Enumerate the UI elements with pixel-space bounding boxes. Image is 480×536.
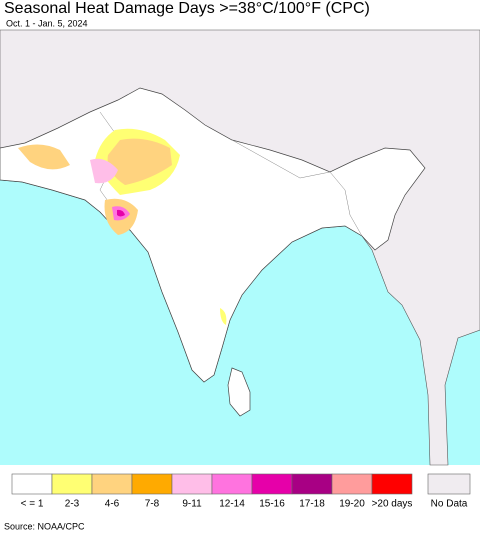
subtitle: Oct. 1 - Jan. 5, 2024: [6, 18, 88, 28]
legend-label: 2-3: [65, 499, 80, 510]
legend-swatch: [171, 473, 213, 495]
legend-label: 17-18: [299, 499, 325, 510]
sri-lanka: [227, 367, 251, 417]
legend-swatch: [131, 473, 173, 495]
title: Seasonal Heat Damage Days >=38°C/100°F (…: [4, 0, 370, 17]
legend-label: 12-14: [219, 499, 245, 510]
legend-label: < = 1: [21, 499, 44, 510]
heat-area: [107, 138, 172, 185]
legend-swatch: [251, 473, 293, 495]
legend: < = 1 2-3 4-6 7-8 9-11 12-14 15-16 17-18 19-20 >2…: [11, 473, 471, 510]
legend-label: No Data: [431, 499, 468, 510]
heat-area: [90, 158, 118, 184]
legend-swatch: [331, 473, 373, 495]
legend-label: 9-11: [182, 499, 202, 510]
legend-label: 15-16: [259, 499, 285, 510]
legend-swatch: [427, 473, 471, 495]
source: Source: NOAA/CPC: [4, 521, 85, 531]
legend-swatch: [291, 473, 333, 495]
map: [0, 29, 480, 466]
border: [329, 171, 363, 237]
legend-swatch: [211, 473, 253, 495]
legend-swatch: [11, 473, 53, 495]
heat-area: [220, 308, 227, 325]
legend-label: >20 days: [372, 499, 413, 510]
border: [231, 139, 331, 179]
legend-swatch: [91, 473, 133, 495]
heat-area: [18, 144, 70, 170]
legend-label: 7-8: [145, 499, 160, 510]
legend-swatch: [371, 473, 413, 495]
legend-swatch: [51, 473, 93, 495]
legend-label: 4-6: [105, 499, 120, 510]
legend-label: 19-20: [339, 499, 365, 510]
heat-area: [117, 209, 125, 217]
